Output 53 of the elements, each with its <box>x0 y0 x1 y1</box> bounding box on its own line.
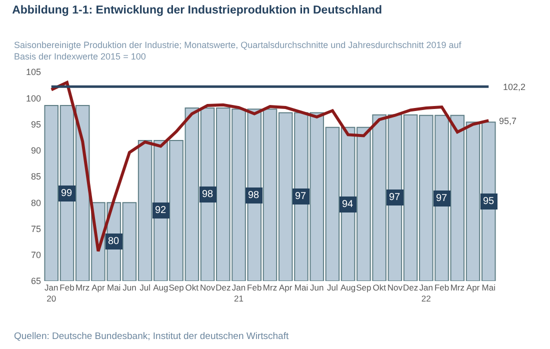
x-tick-label: Mrz <box>262 282 278 292</box>
x-tick-label: Jun <box>310 282 324 292</box>
y-tick-label: 85 <box>30 172 41 182</box>
data-label: 98 <box>248 190 260 201</box>
data-label: 80 <box>108 236 120 247</box>
x-tick-label: Jul <box>327 282 338 292</box>
x-tick-label: Feb <box>60 282 75 292</box>
x-tick-label: Aug <box>340 282 356 292</box>
chart-title: Abbildung 1-1: Entwicklung der Industrieproduktion in Deutschland <box>12 4 382 16</box>
x-tick-label: Jan 20 <box>44 282 58 304</box>
x-tick-label: Okt <box>185 282 200 292</box>
x-tick-label: Sep <box>168 282 184 292</box>
x-tick-label: Jul <box>140 282 151 292</box>
x-tick-label: Mai <box>106 282 121 292</box>
x-tick-label: Feb <box>434 282 450 292</box>
x-tick-label: Apr <box>279 282 292 292</box>
y-tick-label: 70 <box>30 250 41 260</box>
x-tick-label: Sep <box>356 282 372 292</box>
x-tick-label: Dez <box>402 282 418 292</box>
x-tick-label: Apr <box>466 282 480 292</box>
x-tick-label: Nov <box>200 282 216 292</box>
x-tick-label: Aug <box>153 282 169 292</box>
x-tick-label: Jan 22 <box>419 282 434 304</box>
x-tick-label: Mai <box>482 282 496 292</box>
x-tick-label: Mrz <box>76 282 90 292</box>
y-tick-label: 100 <box>26 93 41 104</box>
data-label: 95 <box>483 196 495 207</box>
y-tick-label: 80 <box>30 198 41 208</box>
data-label: 92 <box>155 205 167 216</box>
x-tick-label: Okt <box>372 282 387 292</box>
data-label: 99 <box>61 188 73 199</box>
x-tick-label: Nov <box>387 282 404 292</box>
data-label: 95,7 <box>499 116 517 126</box>
x-tick-label: Feb <box>247 282 262 292</box>
data-label: 98 <box>202 189 214 200</box>
y-tick-label: 95 <box>30 119 41 130</box>
x-tick-label: Mrz <box>450 282 464 292</box>
data-label: 94 <box>342 199 354 210</box>
x-tick-label: Mai <box>294 282 308 292</box>
x-tick-label: Jan 21 <box>232 282 246 304</box>
ref-line-label: 102,2 <box>503 82 526 92</box>
chart-subtitle: Saisonbereinigte Produktion der Industrie; Monatswerte, Quartalsdurchschnitte und Jahresdurchschnitt 2019 auf Basis der Indexwerte 2015 = 100 <box>14 40 462 62</box>
x-tick-label: Apr <box>92 282 105 292</box>
y-tick-label: 75 <box>30 224 41 234</box>
data-label: 97 <box>389 192 401 203</box>
x-tick-label: Dez <box>216 282 231 292</box>
x-tick-label: Jun <box>122 282 137 292</box>
source-note: Quellen: Deutsche Bundesbank; Institut der deutschen Wirtschaft <box>14 331 289 342</box>
data-label: 97 <box>436 193 448 204</box>
y-tick-label: 90 <box>30 146 41 156</box>
y-tick-label: 105 <box>26 67 41 78</box>
y-tick-label: 65 <box>30 276 41 286</box>
data-label: 97 <box>295 191 307 202</box>
